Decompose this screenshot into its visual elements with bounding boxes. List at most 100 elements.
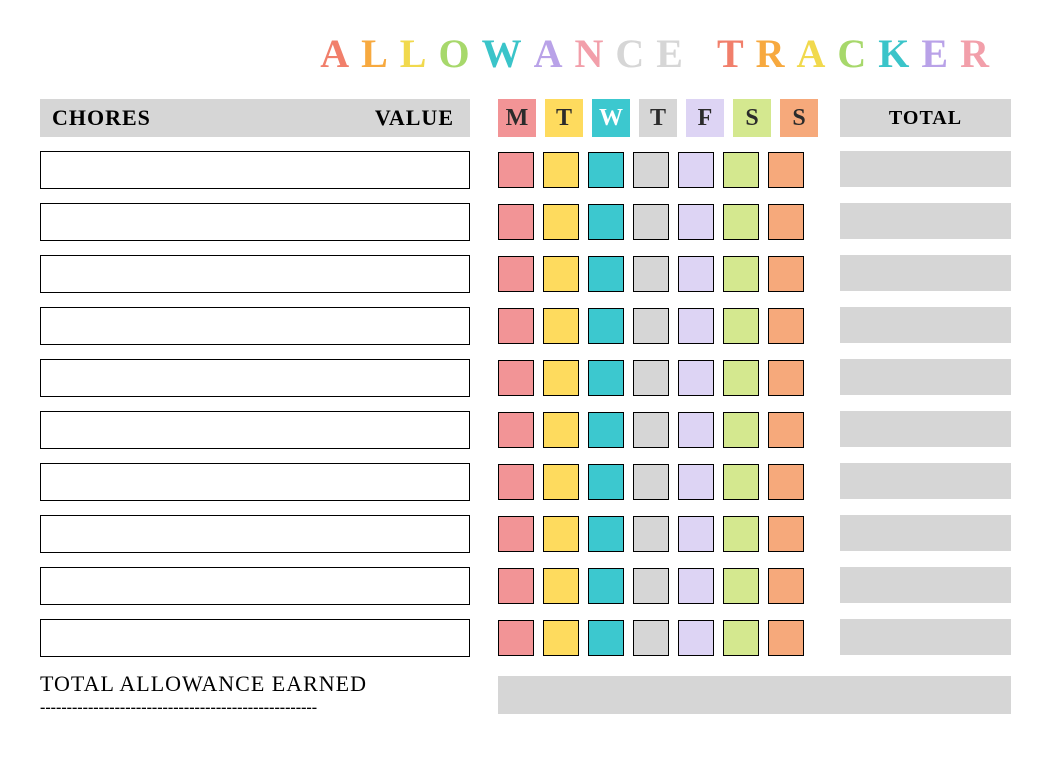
day-checkbox[interactable] xyxy=(498,308,534,344)
title-letter: E xyxy=(921,30,960,77)
chore-row[interactable] xyxy=(40,463,470,501)
day-checkbox[interactable] xyxy=(588,360,624,396)
day-checkbox[interactable] xyxy=(498,256,534,292)
day-checkbox[interactable] xyxy=(723,308,759,344)
day-checkbox[interactable] xyxy=(543,308,579,344)
day-checkbox[interactable] xyxy=(678,308,714,344)
day-checkbox[interactable] xyxy=(498,568,534,604)
chore-row[interactable] xyxy=(40,359,470,397)
day-checkbox[interactable] xyxy=(678,204,714,240)
day-checkbox[interactable] xyxy=(768,412,804,448)
day-checkbox[interactable] xyxy=(588,620,624,656)
day-checkbox[interactable] xyxy=(633,568,669,604)
day-checkbox[interactable] xyxy=(543,152,579,188)
day-checkbox[interactable] xyxy=(543,620,579,656)
day-checkbox[interactable] xyxy=(768,152,804,188)
day-checkbox[interactable] xyxy=(768,568,804,604)
day-checkbox[interactable] xyxy=(723,204,759,240)
day-checkbox[interactable] xyxy=(498,516,534,552)
total-cell[interactable] xyxy=(840,567,1011,603)
day-checkbox[interactable] xyxy=(678,620,714,656)
day-checkbox[interactable] xyxy=(723,464,759,500)
chore-row[interactable] xyxy=(40,151,470,189)
day-row xyxy=(498,255,818,293)
title-letter: E xyxy=(656,30,695,77)
day-checkbox[interactable] xyxy=(723,620,759,656)
day-checkbox[interactable] xyxy=(678,360,714,396)
chore-row[interactable] xyxy=(40,567,470,605)
day-checkbox[interactable] xyxy=(588,152,624,188)
day-checkbox[interactable] xyxy=(678,152,714,188)
day-checkbox[interactable] xyxy=(543,256,579,292)
total-cell[interactable] xyxy=(840,515,1011,551)
title-letter: L xyxy=(400,30,439,77)
day-checkbox[interactable] xyxy=(723,516,759,552)
day-checkbox[interactable] xyxy=(723,568,759,604)
day-checkbox[interactable] xyxy=(498,152,534,188)
chore-row[interactable] xyxy=(40,619,470,657)
day-checkbox[interactable] xyxy=(543,516,579,552)
day-checkbox[interactable] xyxy=(633,204,669,240)
day-row xyxy=(498,151,818,189)
total-cell[interactable] xyxy=(840,411,1011,447)
day-checkbox[interactable] xyxy=(678,516,714,552)
day-checkbox[interactable] xyxy=(678,256,714,292)
day-checkbox[interactable] xyxy=(768,360,804,396)
day-checkbox[interactable] xyxy=(633,516,669,552)
chore-row[interactable] xyxy=(40,203,470,241)
day-checkbox[interactable] xyxy=(633,360,669,396)
title-letter: R xyxy=(756,30,797,77)
day-row xyxy=(498,203,818,241)
day-checkbox[interactable] xyxy=(498,620,534,656)
day-checkbox[interactable] xyxy=(588,412,624,448)
day-checkbox[interactable] xyxy=(498,360,534,396)
day-checkbox[interactable] xyxy=(723,360,759,396)
day-checkbox[interactable] xyxy=(588,464,624,500)
day-checkbox[interactable] xyxy=(498,464,534,500)
day-checkbox[interactable] xyxy=(588,568,624,604)
chore-row[interactable] xyxy=(40,515,470,553)
chore-row[interactable] xyxy=(40,411,470,449)
day-checkbox[interactable] xyxy=(543,412,579,448)
day-checkbox[interactable] xyxy=(678,464,714,500)
day-checkbox[interactable] xyxy=(633,256,669,292)
total-cell[interactable] xyxy=(840,619,1011,655)
day-checkbox[interactable] xyxy=(723,412,759,448)
day-checkbox[interactable] xyxy=(678,568,714,604)
chore-row[interactable] xyxy=(40,307,470,345)
day-checkbox[interactable] xyxy=(768,620,804,656)
day-checkbox[interactable] xyxy=(543,568,579,604)
day-checkbox[interactable] xyxy=(768,204,804,240)
day-checkbox[interactable] xyxy=(723,152,759,188)
day-checkbox[interactable] xyxy=(588,516,624,552)
day-checkbox[interactable] xyxy=(543,360,579,396)
day-checkbox[interactable] xyxy=(543,204,579,240)
total-cell[interactable] xyxy=(840,151,1011,187)
day-checkbox[interactable] xyxy=(768,464,804,500)
total-cell[interactable] xyxy=(840,359,1011,395)
day-row xyxy=(498,463,818,501)
day-checkbox[interactable] xyxy=(633,620,669,656)
day-checkbox[interactable] xyxy=(588,256,624,292)
day-checkbox[interactable] xyxy=(633,412,669,448)
day-checkbox[interactable] xyxy=(633,464,669,500)
day-checkbox[interactable] xyxy=(633,152,669,188)
day-row xyxy=(498,515,818,553)
day-checkbox[interactable] xyxy=(498,412,534,448)
day-checkbox[interactable] xyxy=(588,204,624,240)
total-cell[interactable] xyxy=(840,307,1011,343)
total-cell[interactable] xyxy=(840,463,1011,499)
total-cell[interactable] xyxy=(840,255,1011,291)
day-checkbox[interactable] xyxy=(723,256,759,292)
day-checkbox[interactable] xyxy=(768,516,804,552)
day-checkbox[interactable] xyxy=(543,464,579,500)
day-checkbox[interactable] xyxy=(678,412,714,448)
total-cell[interactable] xyxy=(840,203,1011,239)
day-checkbox[interactable] xyxy=(588,308,624,344)
day-checkbox[interactable] xyxy=(498,204,534,240)
day-checkbox[interactable] xyxy=(768,256,804,292)
day-checkbox[interactable] xyxy=(633,308,669,344)
day-checkbox[interactable] xyxy=(768,308,804,344)
chore-row[interactable] xyxy=(40,255,470,293)
day-header: M xyxy=(498,99,536,137)
